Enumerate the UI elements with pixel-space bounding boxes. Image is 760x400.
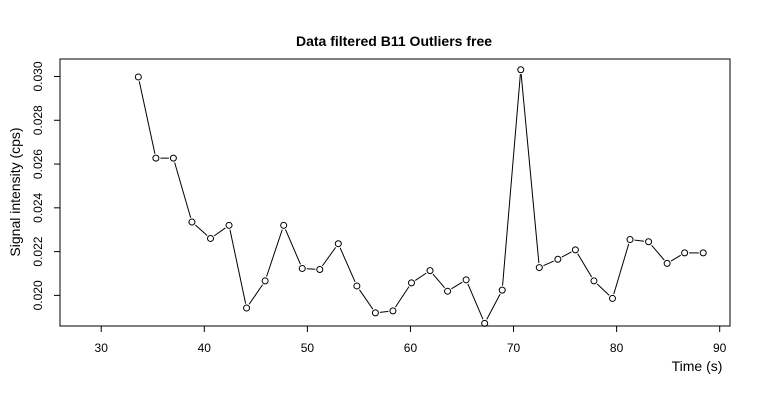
data-point xyxy=(699,249,707,257)
data-point xyxy=(261,277,269,285)
series-line-segment xyxy=(248,284,263,305)
series-line-segment xyxy=(138,81,156,154)
series-line-segment xyxy=(502,74,521,286)
series-line-segment xyxy=(651,244,665,261)
series-line-segment xyxy=(266,229,283,277)
series-line-segment xyxy=(577,253,593,278)
data-point xyxy=(280,221,288,229)
data-point xyxy=(134,73,142,81)
data-point xyxy=(407,279,415,287)
data-point xyxy=(353,282,361,290)
y-tick-label: 0.022 xyxy=(31,236,45,266)
data-point xyxy=(206,234,214,242)
series-line-segment xyxy=(670,254,682,262)
series-line-segment xyxy=(284,229,301,265)
data-point xyxy=(608,294,616,302)
y-tick-label: 0.024 xyxy=(31,192,45,222)
y-axis-label: Signal intensity (cps) xyxy=(7,127,23,256)
series-line-segment xyxy=(395,286,410,308)
x-tick-label: 50 xyxy=(301,341,315,355)
data-point xyxy=(517,66,525,74)
data-point xyxy=(481,319,489,327)
data-point xyxy=(645,238,653,246)
data-point xyxy=(535,264,543,272)
data-point xyxy=(462,276,470,284)
series-line-segment xyxy=(229,229,247,304)
data-point xyxy=(152,154,160,162)
series-line-segment xyxy=(339,247,356,283)
y-tick-label: 0.030 xyxy=(31,61,45,91)
y-axis: 0.020 0.022 0.024 0.026 0.028 0.030 xyxy=(31,61,60,310)
data-point xyxy=(663,259,671,267)
data-point xyxy=(571,246,579,254)
series-line-segment xyxy=(306,268,316,270)
y-tick-label: 0.020 xyxy=(31,280,45,310)
series-line-segment xyxy=(467,283,484,320)
data-point xyxy=(626,236,634,244)
series-line-segment xyxy=(379,310,389,313)
data-point xyxy=(169,154,177,162)
x-axis-label: Time (s) xyxy=(672,358,723,374)
plot-frame xyxy=(59,58,731,327)
x-tick-label: 80 xyxy=(610,341,624,355)
data-point xyxy=(225,221,233,229)
data-point xyxy=(389,307,397,315)
data-point xyxy=(590,277,598,285)
chart-title: Data filtered B11 Outliers free xyxy=(296,33,492,49)
x-axis: 30 40 50 60 70 80 90 xyxy=(95,326,727,355)
data-point xyxy=(498,286,506,294)
x-tick-label: 70 xyxy=(507,341,521,355)
x-tick-label: 30 xyxy=(95,341,109,355)
series-line-segment xyxy=(213,227,226,237)
data-point xyxy=(316,266,324,274)
series-line-segment xyxy=(414,272,427,281)
series-line-segment xyxy=(613,243,630,295)
series-line-segment xyxy=(596,283,610,296)
data-point xyxy=(298,264,306,272)
series-line-segment xyxy=(359,289,374,310)
data-point xyxy=(554,255,562,263)
series-line-segment xyxy=(543,260,554,267)
data-point xyxy=(444,287,452,295)
series-line-segment xyxy=(194,224,208,236)
y-tick-label: 0.028 xyxy=(31,105,45,135)
data-point xyxy=(243,304,251,312)
series-line-segment xyxy=(634,239,645,242)
series-line-segment xyxy=(520,74,540,264)
series-line-segment xyxy=(174,162,192,218)
data-point xyxy=(426,267,434,275)
data-point xyxy=(334,240,342,248)
series-line-segment xyxy=(561,251,572,258)
y-tick-label: 0.026 xyxy=(31,149,45,179)
series-line-segment xyxy=(432,273,446,289)
data-point xyxy=(681,249,689,257)
x-tick-label: 60 xyxy=(404,341,418,355)
x-tick-label: 90 xyxy=(713,341,727,355)
series-line-segment xyxy=(321,247,337,267)
data-point xyxy=(371,309,379,317)
x-tick-label: 40 xyxy=(198,341,212,355)
series-line-segment xyxy=(451,281,463,290)
data-point xyxy=(188,218,196,226)
series-layer xyxy=(134,66,707,327)
series-line-segment xyxy=(486,293,501,320)
